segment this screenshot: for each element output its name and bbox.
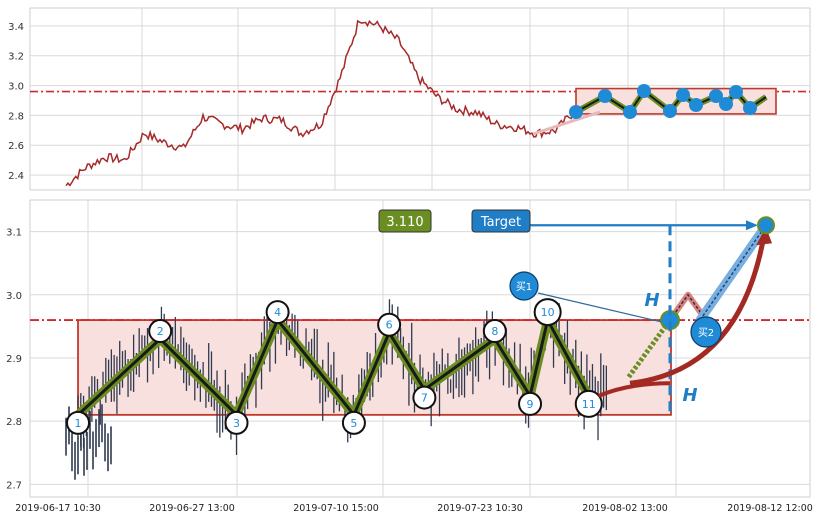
overview-pivot-marker <box>623 105 637 119</box>
overview-pivot-marker <box>637 84 651 98</box>
overview-pivot-marker <box>729 85 743 99</box>
detail-x-tick-label: 2019-06-27 13:00 <box>149 503 235 514</box>
detail-x-tick-label: 2019-08-12 12:00 <box>727 503 813 514</box>
pivot-circle <box>66 410 90 435</box>
pivot-label: 5 <box>350 417 357 430</box>
pivot-label: 7 <box>421 392 428 405</box>
overview-y-tick-label: 3.0 <box>8 82 24 93</box>
pivot-label: 8 <box>491 325 498 338</box>
pivot-label: 1 <box>75 417 82 430</box>
buy2-marker <box>690 316 722 348</box>
pivot-label: 4 <box>274 306 281 319</box>
detail-x-tick-label: 2019-06-17 10:30 <box>15 503 101 514</box>
detail-y-tick-label: 3.0 <box>6 291 22 302</box>
detail-panel: 2019-06-17 10:30 2019-06-27 13:00 2019-07-… <box>6 199 813 514</box>
buy1-pointer <box>537 292 663 323</box>
pivot-label: 10 <box>541 306 555 319</box>
buy2-label: 买2 <box>698 327 714 339</box>
overview-y-tick-label: 2.8 <box>8 111 24 122</box>
overview-pivot-marker <box>569 105 583 119</box>
target-value-badge <box>378 209 432 233</box>
overview-panel: 2.4 2.6 2.8 3.0 3.2 3.4 <box>8 7 811 191</box>
pivot-circle <box>224 410 249 435</box>
height-label-lower: H <box>682 385 697 406</box>
overview-y-tick-label: 3.4 <box>8 22 24 33</box>
pivot-label: 2 <box>157 325 164 338</box>
overview-pivot-marker <box>743 101 757 115</box>
overview-y-tick-label: 2.6 <box>8 141 24 152</box>
target-label-badge <box>471 209 531 233</box>
projection-leg-blue-inner <box>699 224 767 321</box>
pivot-circle <box>574 389 603 418</box>
overview-pivot-marker <box>719 97 733 111</box>
overview-y-tick-label: 2.4 <box>8 171 24 182</box>
pivot-label: 3 <box>233 417 240 430</box>
pivot-circle <box>412 385 437 410</box>
pivot-circle <box>482 319 507 344</box>
breakout-leg <box>626 318 673 379</box>
detail-x-tick-label: 2019-08-02 13:00 <box>582 503 668 514</box>
target-value-text: 3.110 <box>386 215 423 230</box>
detail-y-tick-label: 2.7 <box>6 480 22 491</box>
target-point-marker <box>757 216 775 235</box>
projection-leg-lower <box>597 381 671 398</box>
pivot-circle <box>377 312 402 337</box>
buy1-marker <box>509 271 539 301</box>
pivot-circle <box>265 300 290 325</box>
detail-y-tick-label: 2.9 <box>6 354 22 365</box>
buy1-label: 买1 <box>516 281 532 293</box>
height-label-upper: H <box>644 290 659 311</box>
detail-x-tick-label: 2019-07-10 15:00 <box>293 503 379 514</box>
pivot-label: 9 <box>527 398 534 411</box>
pivot-label: 6 <box>386 319 393 332</box>
target-label-text: Target <box>480 215 521 230</box>
projection-curve-arrowhead <box>756 227 772 246</box>
overview-price-line <box>65 19 576 187</box>
detail-x-tick-label: 2019-07-23 10:30 <box>437 503 523 514</box>
detail-y-tick-label: 2.8 <box>6 417 22 428</box>
overview-pivot-marker <box>689 98 703 112</box>
overview-y-tick-label: 3.2 <box>8 52 24 63</box>
overview-breakout-arrow <box>532 110 601 136</box>
pivot-circle <box>148 319 173 344</box>
overview-pivot-marker <box>598 89 612 103</box>
detail-y-tick-label: 3.1 <box>6 228 22 239</box>
pivot-circle <box>518 391 543 416</box>
pullback-hump-inner <box>669 293 707 321</box>
pivot-label: 11 <box>582 398 596 411</box>
overview-pivot-marker <box>676 88 690 102</box>
target-arrowhead <box>746 220 758 231</box>
overview-pivot-marker <box>663 104 677 118</box>
overview-pivot-marker <box>709 89 723 103</box>
pivot-circle <box>341 410 366 435</box>
pivot-circle <box>533 298 562 327</box>
